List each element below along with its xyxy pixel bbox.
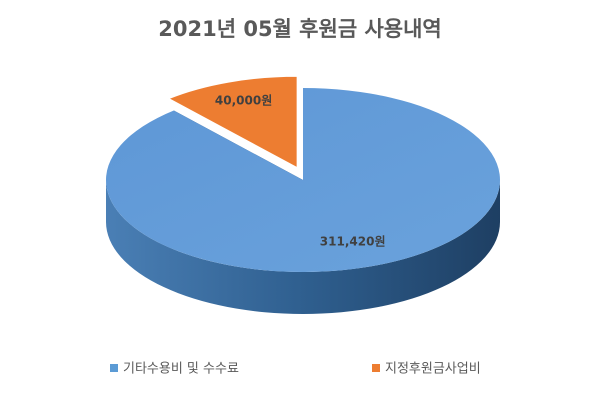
value-label: 311,420원 <box>320 235 386 249</box>
pie-slice <box>166 75 299 170</box>
legend-marker <box>110 364 118 372</box>
legend-label: 지정후원금사업비 <box>385 362 481 377</box>
legend-label: 기타수용비 및 수수료 <box>123 362 239 377</box>
pie-slice <box>105 88 500 272</box>
chart-title: 2021년 05월 후원금 사용내역 <box>158 17 441 41</box>
value-label: 40,000원 <box>215 93 272 107</box>
legend-marker <box>372 364 380 372</box>
pie-slice-side <box>106 180 500 314</box>
